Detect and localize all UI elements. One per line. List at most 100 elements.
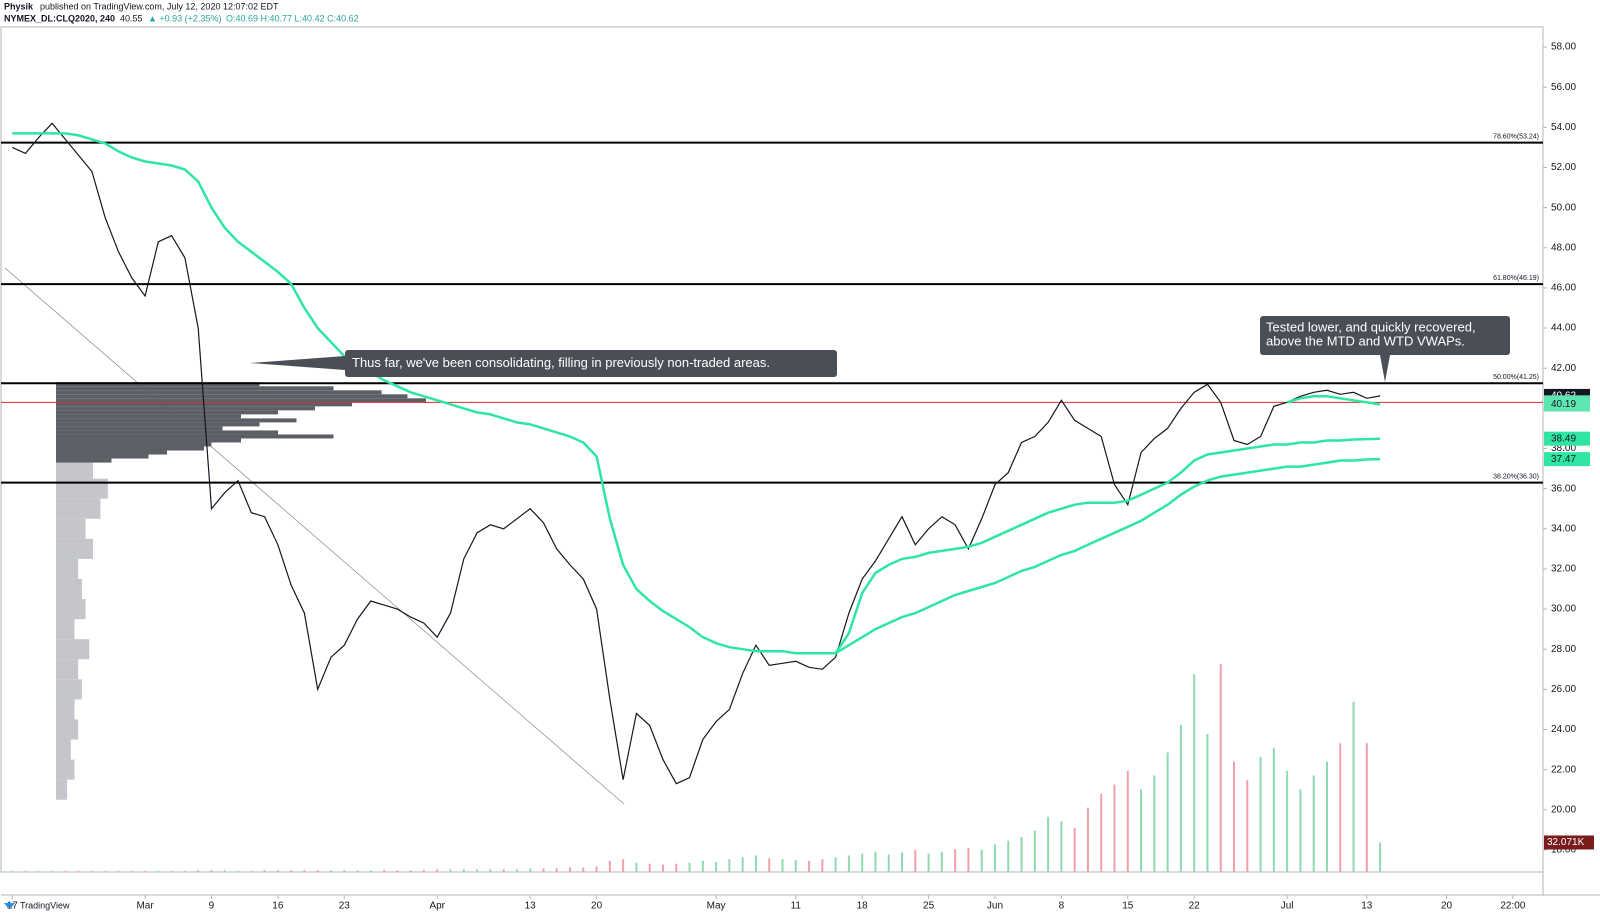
volume-bar <box>582 867 585 872</box>
volume-bar <box>303 870 306 872</box>
y-tick-label: 34.00 <box>1551 523 1576 534</box>
volume-bar <box>861 853 864 872</box>
vwap-line <box>834 437 1381 654</box>
x-tick-label: Apr <box>429 901 445 912</box>
x-tick-label: May <box>707 901 726 912</box>
y-tick-label: 18.00 <box>1551 845 1576 856</box>
volume-bar <box>1259 757 1262 872</box>
profile-bar <box>56 434 334 439</box>
y-tick-label: 54.00 <box>1551 122 1576 133</box>
y-tick-label: 52.00 <box>1551 162 1576 173</box>
profile-bar <box>56 398 426 403</box>
volume-bar <box>1272 747 1275 872</box>
volume-bar <box>1339 743 1342 872</box>
annotation-box <box>1260 316 1510 355</box>
volume-bar <box>728 859 731 872</box>
brand-logo <box>4 903 15 908</box>
volume-bar <box>223 870 226 872</box>
profile-bar <box>56 446 204 451</box>
volume-bar <box>237 871 240 872</box>
volume-bar <box>1007 840 1010 872</box>
x-tick-label: 8 <box>1059 901 1065 912</box>
profile-bar <box>56 394 408 399</box>
volume-bar <box>316 870 319 872</box>
volume-bar <box>462 869 465 872</box>
volume-bar <box>449 869 452 872</box>
profile-bar <box>56 438 241 443</box>
volume-bar <box>675 863 678 872</box>
volume-bar <box>542 868 545 872</box>
volume-bar <box>768 858 771 872</box>
volume-bar <box>595 866 598 872</box>
y-tick-label: 46.00 <box>1551 283 1576 294</box>
annotation-text: Tested lower, and quickly recovered, <box>1266 319 1476 334</box>
volume-bar <box>130 871 133 872</box>
volume-bar <box>821 859 824 872</box>
level-label: 38.20%(36.30) <box>1493 473 1539 480</box>
volume-bar <box>329 870 332 872</box>
profile-bar <box>56 406 315 411</box>
level-label: 78.60%(53.24) <box>1493 133 1539 140</box>
profile-bar <box>56 458 112 463</box>
profile-bar <box>56 779 68 800</box>
profile-bar <box>56 386 334 391</box>
x-tick-label: 18 <box>857 901 869 912</box>
x-tick-label: 22:00 <box>1500 901 1525 912</box>
profile-bar <box>56 518 86 539</box>
volume-bar <box>1246 780 1249 872</box>
volume-bar <box>117 871 120 872</box>
volume-bar <box>781 859 784 872</box>
volume-bar <box>701 860 704 872</box>
y-tick-label: 48.00 <box>1551 242 1576 253</box>
volume-bar <box>1193 674 1196 872</box>
volume-bar <box>1073 827 1076 872</box>
volume-bar <box>170 871 173 872</box>
volume-bar <box>940 851 943 872</box>
volume-bar <box>1033 830 1036 872</box>
volume-bar <box>436 869 439 872</box>
volume-bar <box>515 869 518 872</box>
volume-bar <box>263 870 266 872</box>
volume-bar <box>77 871 80 872</box>
volume-bar <box>1312 775 1315 872</box>
price-label: 40.19 <box>1551 399 1576 410</box>
volume-bar <box>741 857 744 872</box>
y-tick-label: 26.00 <box>1551 684 1576 695</box>
volume-bar <box>661 864 664 872</box>
volume-bar <box>874 851 877 872</box>
profile-bar <box>56 599 86 620</box>
volume-bar <box>993 844 996 872</box>
y-tick-label: 44.00 <box>1551 323 1576 334</box>
profile-bar <box>56 578 82 600</box>
volume-bar <box>11 871 14 872</box>
y-tick-label: 58.00 <box>1551 42 1576 53</box>
profile-bar <box>56 390 382 395</box>
last-price: 40.55 <box>120 13 143 23</box>
chart-layer: 18.00 20.00 22.00 24.00 26.00 28.00 30.00 32.00… <box>1 42 1594 912</box>
volume-bar <box>569 867 572 872</box>
volume-bar <box>648 863 651 872</box>
vwap-line <box>12 132 1381 655</box>
profile-bar <box>56 410 278 415</box>
profile-bar <box>56 759 75 780</box>
volume-bar <box>954 849 957 872</box>
volume-bar <box>369 870 372 872</box>
volume-bar <box>1352 701 1355 872</box>
volume-bar <box>715 861 718 872</box>
volume-bar <box>51 871 54 872</box>
volume-bar <box>1166 752 1169 872</box>
price-line <box>12 122 1381 785</box>
price-label-box <box>1544 397 1590 412</box>
price-label-box <box>1544 452 1590 467</box>
profile-bar <box>56 619 75 640</box>
profile-bar <box>56 458 93 479</box>
level-label: 61.80%(46.19) <box>1493 275 1539 282</box>
publisher: Physik <box>4 1 34 11</box>
volume-bar <box>1020 837 1023 872</box>
y-tick-label: 28.00 <box>1551 644 1576 655</box>
x-tick-label: 13 <box>525 901 537 912</box>
profile-bar <box>56 739 71 760</box>
x-tick-label: 16 <box>272 901 284 912</box>
profile-bar <box>56 430 278 435</box>
